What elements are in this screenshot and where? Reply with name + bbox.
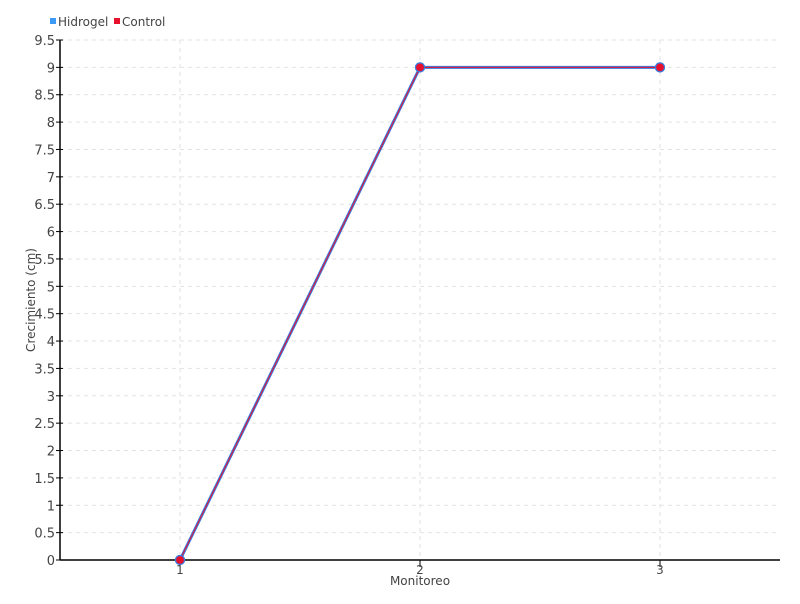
grid: [60, 39, 780, 560]
data-point-control: [654, 62, 666, 73]
y-tick-label: 4: [47, 335, 55, 350]
y-axis-label: Crecimiento (cm): [24, 248, 38, 352]
legend-swatch-hidrogel: [50, 18, 56, 24]
y-tick-label: 4.5: [34, 308, 55, 323]
legend-label-hidrogel: Hidrogel: [58, 15, 108, 29]
y-tick-label: 1.5: [34, 472, 55, 487]
y-tick-label: 6.5: [34, 198, 55, 213]
y-tick-label: 3: [47, 390, 55, 405]
y-tick-label: 2: [47, 445, 55, 460]
y-tick-label: 5.5: [34, 253, 55, 268]
y-tick-label: 0.5: [34, 527, 55, 542]
legend: Hidrogel Control: [50, 15, 165, 29]
legend-label-control: Control: [122, 15, 165, 29]
y-ticks: 0 0.5 1 1.5 2 2.5 3 3.5 4 4.5 5 5.5 6 6.5 7 7.5 8 8.5 9 9.5: [34, 34, 63, 569]
x-tick-label: 2: [416, 563, 424, 577]
y-tick-label: 8: [47, 116, 55, 131]
y-tick-label: 5: [47, 280, 55, 295]
x-tick-label: 1: [176, 563, 184, 577]
x-axis-label: Monitoreo: [390, 574, 450, 588]
series: [174, 62, 666, 566]
y-tick-label: 6: [47, 226, 55, 241]
y-tick-label: 2.5: [34, 417, 55, 432]
y-tick-label: 9: [47, 61, 55, 76]
data-point-control: [174, 554, 186, 566]
y-tick-label: 7: [47, 171, 55, 186]
y-tick-label: 7.5: [34, 143, 55, 158]
x-tick-label: 3: [656, 563, 664, 577]
y-tick-label: 3.5: [34, 362, 55, 377]
y-tick-label: 0: [47, 554, 55, 569]
y-tick-label: 8.5: [34, 89, 55, 104]
y-tick-label: 9.5: [34, 34, 55, 49]
legend-swatch-control: [114, 18, 120, 24]
data-point-control: [414, 62, 426, 73]
y-tick-label: 1: [47, 499, 55, 514]
